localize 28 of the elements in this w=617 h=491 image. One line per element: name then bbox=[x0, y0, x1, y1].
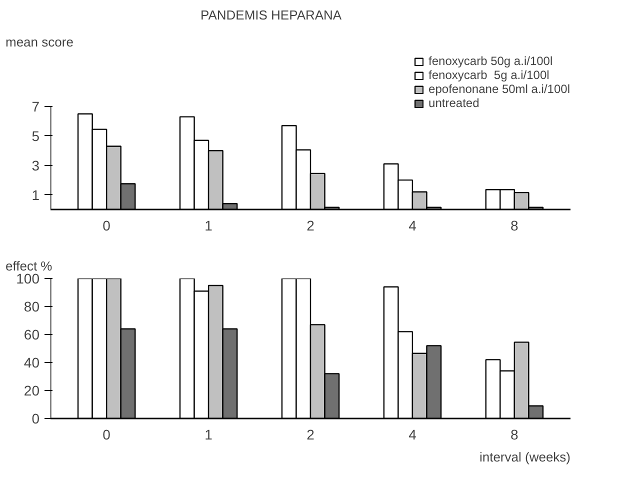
legend-label: fenoxycarb 50g a.i/100l bbox=[428, 54, 553, 68]
y-tick-label: 0 bbox=[32, 410, 40, 426]
x-tick-label: 4 bbox=[408, 218, 417, 234]
y-tick-label: 100 bbox=[16, 270, 40, 286]
x-tick-label: 2 bbox=[306, 218, 315, 234]
legend-label: untreated bbox=[428, 96, 480, 110]
x-tick-label: 1 bbox=[204, 218, 213, 234]
legend-label: fenoxycarb 5g a.i/100l bbox=[428, 68, 550, 82]
x-tick-label: 0 bbox=[102, 426, 111, 442]
y-tick-label: 1 bbox=[32, 186, 40, 203]
y-axis-title: effect % bbox=[6, 258, 53, 274]
y-tick-label: 80 bbox=[24, 298, 40, 314]
x-tick-label: 4 bbox=[408, 426, 417, 442]
x-tick-label: 2 bbox=[306, 426, 315, 442]
y-tick-label: 7 bbox=[32, 98, 40, 114]
legend-label: epofenonane 50ml a.i/100l bbox=[428, 82, 570, 96]
y-tick-label: 20 bbox=[24, 382, 40, 398]
x-tick-label: 0 bbox=[102, 218, 111, 234]
chart-title: PANDEMIS HEPARANA bbox=[200, 8, 342, 22]
x-tick-label: 1 bbox=[204, 426, 213, 442]
y-tick-label: 3 bbox=[32, 157, 40, 174]
x-tick-label: 8 bbox=[510, 426, 519, 442]
x-axis-title: interval (weeks) bbox=[479, 450, 571, 464]
y-tick-label: 5 bbox=[32, 128, 40, 144]
x-tick-label: 8 bbox=[510, 218, 519, 234]
y-tick-label: 40 bbox=[24, 354, 40, 370]
y-tick-label: 60 bbox=[24, 326, 40, 342]
y-axis-title: mean score bbox=[6, 34, 74, 50]
